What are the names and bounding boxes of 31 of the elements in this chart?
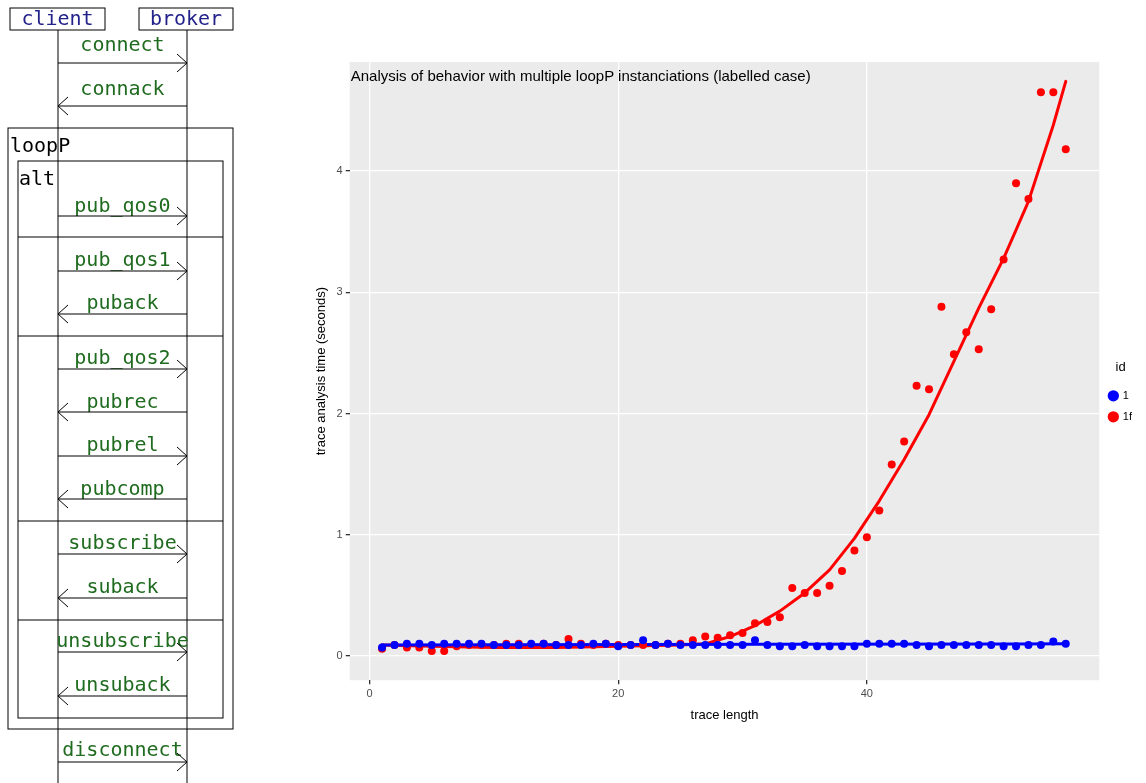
chart-title: Analysis of behavior with multiple loopP instanciations (labelled case)	[350, 67, 811, 85]
x-axis-title: trace length	[690, 706, 759, 722]
x-tick-label: 0	[366, 686, 373, 699]
text: alt	[19, 166, 56, 190]
text: pub_qos0	[74, 193, 171, 217]
text: pubcomp	[80, 476, 165, 500]
text: subscribe	[68, 530, 177, 554]
text: client	[21, 6, 94, 30]
text: disconnect	[62, 737, 183, 761]
legend-title: id	[1115, 358, 1126, 374]
text: pubrel	[86, 432, 159, 456]
text: suback	[86, 574, 159, 598]
y-tick-label: 4	[336, 164, 343, 177]
text: puback	[86, 290, 159, 314]
legend-label: 1f	[1122, 409, 1133, 422]
text: connack	[80, 76, 165, 100]
x-tick-label: 40	[860, 686, 873, 699]
text: pub_qos2	[74, 345, 171, 369]
text: loopP	[10, 133, 71, 157]
x-tick-label: 20	[612, 686, 625, 699]
text: pub_qos1	[74, 247, 171, 271]
text: unsuback	[74, 672, 171, 696]
y-axis-title: trace analysis time (seconds)	[313, 286, 329, 456]
legend-label: 1	[1122, 388, 1129, 401]
y-tick-label: 2	[336, 406, 343, 419]
text: pubrec	[86, 389, 159, 413]
text: broker	[149, 6, 223, 30]
text: connect	[80, 32, 165, 56]
y-tick-label: 0	[336, 648, 343, 661]
y-tick-label: 3	[336, 285, 343, 298]
y-tick-label: 1	[336, 527, 343, 540]
